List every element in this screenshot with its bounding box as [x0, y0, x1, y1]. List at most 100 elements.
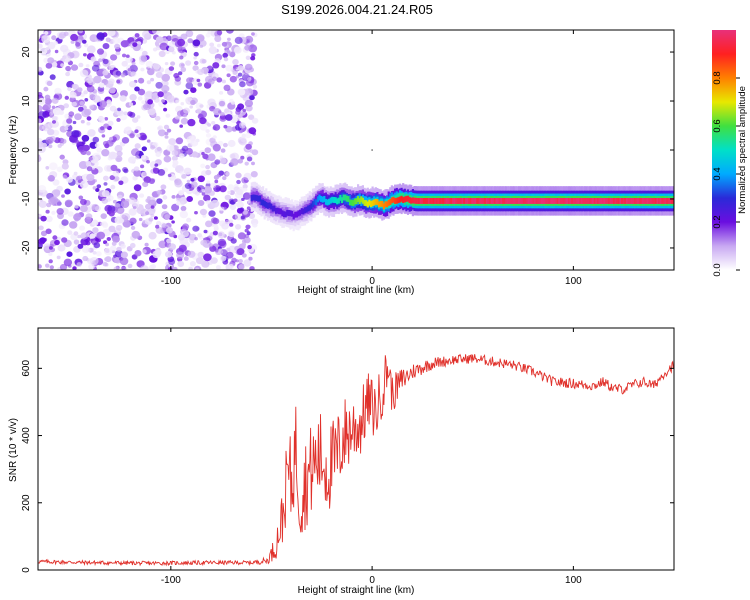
noise-cell [81, 134, 90, 142]
noise-cell [180, 102, 185, 106]
noise-cell [74, 204, 79, 209]
trace-cell [315, 199, 318, 206]
trace-cell [563, 198, 566, 204]
noise-cell [49, 74, 56, 80]
noise-cell [251, 149, 259, 156]
trace-cell [530, 198, 534, 204]
noise-cell [61, 237, 68, 243]
noise-cell [62, 55, 71, 63]
noise-cell [251, 117, 259, 124]
noise-cell [79, 225, 86, 231]
noise-cell [195, 257, 204, 265]
trace-cell [331, 196, 334, 203]
noise-cell [212, 76, 217, 81]
trace-cell [332, 197, 336, 203]
trace-cell [361, 197, 364, 204]
noise-cell [245, 224, 251, 230]
noise-cell [118, 180, 124, 186]
noise-cell [69, 96, 76, 103]
noise-cell [86, 85, 95, 93]
noise-cell [90, 56, 97, 62]
trace-cell [444, 198, 447, 204]
trace-cell [305, 206, 308, 213]
noise-cell [219, 157, 227, 164]
noise-cell [145, 198, 151, 204]
noise-cell [154, 163, 159, 167]
noise-cell [168, 258, 176, 265]
noise-cell [108, 64, 114, 71]
noise-cell [183, 107, 190, 114]
noise-cell [108, 87, 116, 94]
noise-cell [251, 32, 255, 36]
snr-frame [37, 327, 675, 571]
trace-cell [497, 198, 500, 204]
noise-cell [137, 36, 144, 43]
noise-cell [247, 77, 252, 81]
noise-cell [241, 177, 249, 184]
noise-cell [87, 129, 96, 137]
trace-cell [353, 198, 356, 205]
noise-cell [103, 182, 108, 186]
noise-cell [47, 57, 55, 64]
noise-cell [129, 112, 136, 118]
noise-cell [242, 209, 248, 215]
noise-cell [134, 33, 140, 38]
noise-cell [51, 105, 56, 110]
noise-cell [82, 39, 87, 44]
noise-cell [189, 261, 196, 267]
trace-cell [608, 198, 611, 204]
noise-cell [235, 224, 242, 230]
trace-cell [434, 198, 437, 204]
trace-cell [337, 197, 340, 204]
noise-cell [176, 110, 184, 117]
noise-cell [138, 55, 148, 63]
noise-cell [89, 233, 96, 239]
noise-cell [195, 267, 200, 270]
noise-cell [128, 156, 136, 164]
noise-cell [107, 30, 116, 37]
trace-cell [514, 198, 517, 204]
noise-cell [219, 220, 226, 227]
snr-plot-area [38, 353, 674, 567]
noise-cell [44, 31, 49, 35]
noise-cell [107, 205, 116, 213]
noise-cell [220, 148, 226, 153]
trace-cell [547, 198, 550, 204]
noise-cell [199, 208, 208, 216]
noise-cell [201, 192, 206, 196]
trace-cell [287, 210, 290, 216]
noise-cell [101, 197, 108, 204]
noise-cell [133, 169, 142, 177]
y-tick-label: 600 [21, 360, 32, 377]
noise-cell [38, 105, 43, 113]
trace-cell [585, 198, 588, 204]
trace-cell [511, 198, 514, 204]
trace-cell [282, 211, 286, 218]
noise-cell [238, 138, 247, 146]
noise-cell [96, 32, 105, 40]
noise-cell [194, 191, 200, 196]
snr-ylabel: SNR (10 * v/v) [8, 418, 19, 482]
noise-cell [64, 199, 73, 207]
colorbar: 0.0 0.2 0.4 0.6 0.8 Normalized spectral ampl… [712, 30, 748, 277]
noise-cell [194, 237, 198, 241]
noise-cell [160, 184, 167, 190]
noise-cell [88, 263, 95, 270]
noise-cell [242, 108, 247, 113]
noise-cell [77, 234, 82, 239]
trace-cell [416, 198, 419, 204]
trace-cell [431, 198, 434, 204]
noise-cell [134, 143, 141, 149]
trace-cell [535, 198, 538, 204]
trace-cell [519, 198, 522, 204]
noise-cell [237, 103, 245, 110]
snr-xlabel: Height of straight line (km) [298, 585, 415, 596]
noise-cell [166, 227, 173, 234]
noise-cell [241, 242, 247, 247]
noise-cell [203, 194, 211, 202]
trace-cell [550, 198, 553, 204]
noise-cell [119, 257, 129, 266]
trace-cell [490, 198, 493, 204]
trace-cell [262, 199, 265, 206]
noise-cell [45, 62, 53, 69]
